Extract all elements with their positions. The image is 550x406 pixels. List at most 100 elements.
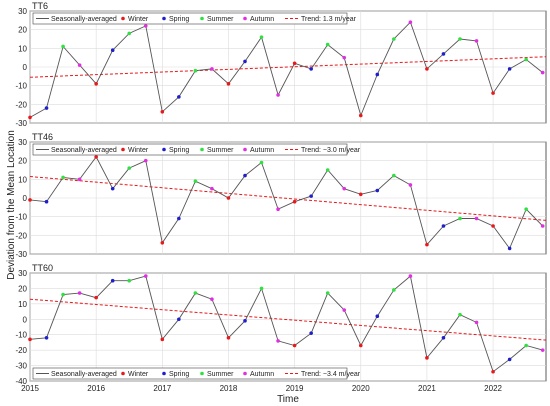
data-point-autumn [342,186,347,191]
legend-marker-autumn [243,371,247,376]
data-point-spring [375,314,380,319]
data-point-spring [507,246,512,251]
data-point-winter [28,198,32,202]
data-point-spring [44,199,49,204]
legend-marker-winter [121,371,125,376]
legend-label: Winter [128,147,149,154]
y-tick-label: 30 [18,138,27,147]
data-point-spring [309,67,313,71]
y-axis-label: Deviation from the Mean Location [6,130,17,280]
panel-title: TT60 [32,263,53,273]
data-point-autumn [143,24,148,28]
data-point-winter [358,192,363,197]
legend-trend-label: Trend: −3.4 m/year [301,371,361,378]
data-point-winter [491,224,495,228]
legend-marker-winter [121,16,125,21]
data-point-summer [458,216,462,221]
data-point-spring [441,336,446,340]
y-tick-label: 10 [18,175,27,184]
legend-marker-summer [200,371,204,376]
data-point-summer [193,68,198,73]
data-point-autumn [276,93,280,97]
y-tick-label: 0 [23,63,28,72]
legend-label: Spring [169,147,189,154]
data-point-autumn [143,274,148,278]
legend-label: Seasonally-averaged [51,147,117,154]
legend-box [32,143,348,156]
y-tick-label: 0 [23,315,28,324]
data-point-winter [292,61,297,66]
legend-label: Summer [207,16,234,23]
data-point-winter [358,113,363,118]
data-point-spring [375,188,380,193]
x-tick-label: 2021 [418,384,436,393]
data-point-winter [425,356,429,360]
data-point-summer [524,207,528,211]
data-point-summer [259,35,264,39]
data-point-summer [61,44,65,49]
data-point-winter [160,110,165,114]
data-point-autumn [474,39,479,43]
legend-label: Winter [128,16,149,23]
series-line [29,21,543,118]
data-point-spring [507,67,512,71]
trend-line [29,176,547,221]
data-point-winter [28,337,32,342]
data-point-spring [507,357,512,362]
legend-marker-summer [200,147,204,152]
data-point-spring [243,173,247,178]
data-point-winter [425,242,429,247]
legend-box [32,12,348,25]
y-tick-label: -20 [15,100,27,109]
data-point-winter [226,82,231,86]
data-point-autumn [540,70,545,75]
x-tick-label: 2020 [352,384,370,393]
data-point-spring [309,331,313,335]
y-tick-label: -30 [15,250,27,259]
data-point-spring [441,52,446,56]
data-point-summer [259,286,264,291]
data-point-autumn [408,20,413,25]
legend-label: Summer [207,147,234,154]
data-point-summer [524,57,528,62]
legend-marker-spring [162,147,166,152]
data-point-winter [425,67,429,71]
x-axis-label: Time [277,394,299,405]
panel-title: TT46 [32,132,53,142]
data-point-spring [243,319,247,323]
legend-marker-autumn [243,147,247,152]
legend-marker-winter [121,147,125,152]
legend-label: Autumn [250,147,274,154]
data-point-winter [491,91,495,95]
legend: Seasonally-averaged Winter Spring Summer Aut… [32,367,361,380]
panel-title: TT6 [32,1,48,11]
data-point-summer [392,288,396,292]
data-point-spring [44,106,49,110]
y-tick-label: -40 [15,377,27,386]
data-point-autumn [210,297,214,302]
legend-label: Autumn [250,371,274,378]
y-tick-label: -20 [15,231,27,240]
data-point-winter [292,343,297,348]
legend-box [32,367,348,380]
legend-marker-autumn [243,16,247,21]
x-tick-label: 2018 [220,384,238,393]
data-point-autumn [77,291,82,295]
data-point-summer [193,179,198,183]
y-tick-label: 20 [18,26,27,35]
data-point-summer [392,173,396,178]
data-point-spring [375,72,380,77]
data-point-spring [110,48,115,52]
data-point-spring [44,336,49,340]
data-point-summer [61,292,65,297]
legend-label: Summer [207,371,234,378]
data-point-autumn [474,320,479,325]
data-point-summer [127,278,132,283]
data-point-spring [177,216,181,221]
trend-line [29,56,547,78]
y-tick-label: 0 [23,194,28,203]
data-point-autumn [540,348,545,352]
data-point-spring [309,194,313,198]
data-point-autumn [143,158,148,163]
